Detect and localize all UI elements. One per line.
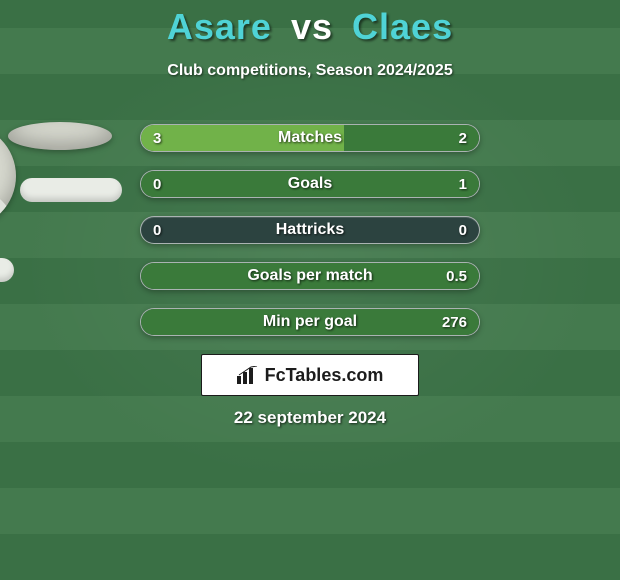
stat-value-right: 1 [459,171,467,197]
stat-value-right: 276 [442,309,467,335]
player1-caption-pill [20,178,122,202]
player1-avatar [8,122,112,150]
stat-row: Matches3 2 [140,124,480,152]
stat-row: Goals0 1 [140,170,480,198]
brand-box: FcTables.com [201,354,419,396]
snapshot-date: 22 september 2024 [0,408,620,428]
stat-value-right: 0.5 [446,263,467,289]
stat-label: Hattricks [141,217,479,243]
title-player1: Asare [167,6,272,47]
stat-label: Goals [141,171,479,197]
stat-value-right: 2 [459,125,467,151]
stat-row: Goals per match0.5 [140,262,480,290]
stat-label: Goals per match [141,263,479,289]
subtitle: Club competitions, Season 2024/2025 [0,62,620,80]
stat-label: Min per goal [141,309,479,335]
stat-value-left: 0 [153,217,161,243]
stat-value-right: 0 [459,217,467,243]
page-title: Asare vs Claes [0,6,620,48]
brand-bars-icon [237,366,259,384]
stat-label: Matches [141,125,479,151]
title-connector: vs [291,6,333,47]
brand-text: FcTables.com [265,365,384,386]
stat-rows: Matches32Goals01Hattricks00Goals per mat… [140,124,480,354]
stat-row: Min per goal276 [140,308,480,336]
stat-value-left: 3 [153,125,161,151]
title-player2: Claes [352,6,453,47]
player2-caption-pill [0,258,14,282]
stat-row: Hattricks0 0 [140,216,480,244]
stat-value-left: 0 [153,171,161,197]
